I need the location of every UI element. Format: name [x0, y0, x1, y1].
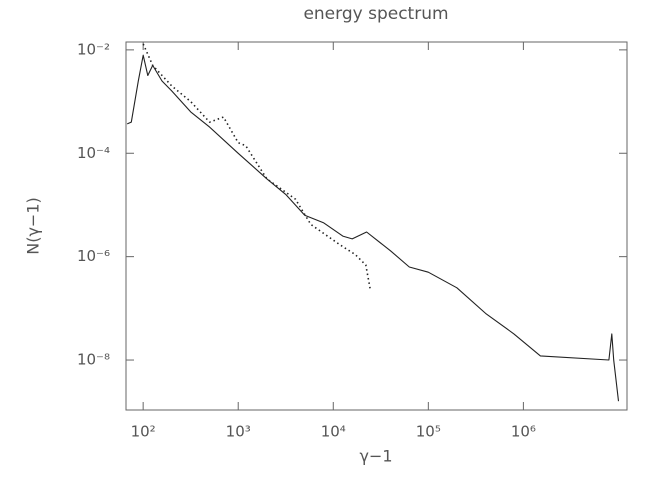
x-tick-label: 10³ — [226, 423, 251, 441]
x-tick-label: 10⁴ — [321, 423, 346, 441]
y-tick-label: 10⁻⁴ — [77, 144, 110, 162]
y-axis-title: N(γ−1) — [24, 197, 43, 255]
x-tick-label: 10² — [131, 423, 156, 441]
y-tick-label: 10⁻⁸ — [77, 351, 110, 369]
y-tick-label: 10⁻² — [77, 40, 110, 58]
chart-title: energy spectrum — [303, 4, 448, 24]
plot-frame — [125, 41, 628, 411]
x-tick-label: 10⁶ — [511, 423, 536, 441]
x-axis-title: γ−1 — [359, 447, 392, 466]
x-tick-label: 10⁵ — [416, 423, 441, 441]
data-line — [142, 43, 372, 290]
data-line — [126, 54, 620, 402]
y-tick-label: 10⁻⁶ — [77, 247, 110, 265]
